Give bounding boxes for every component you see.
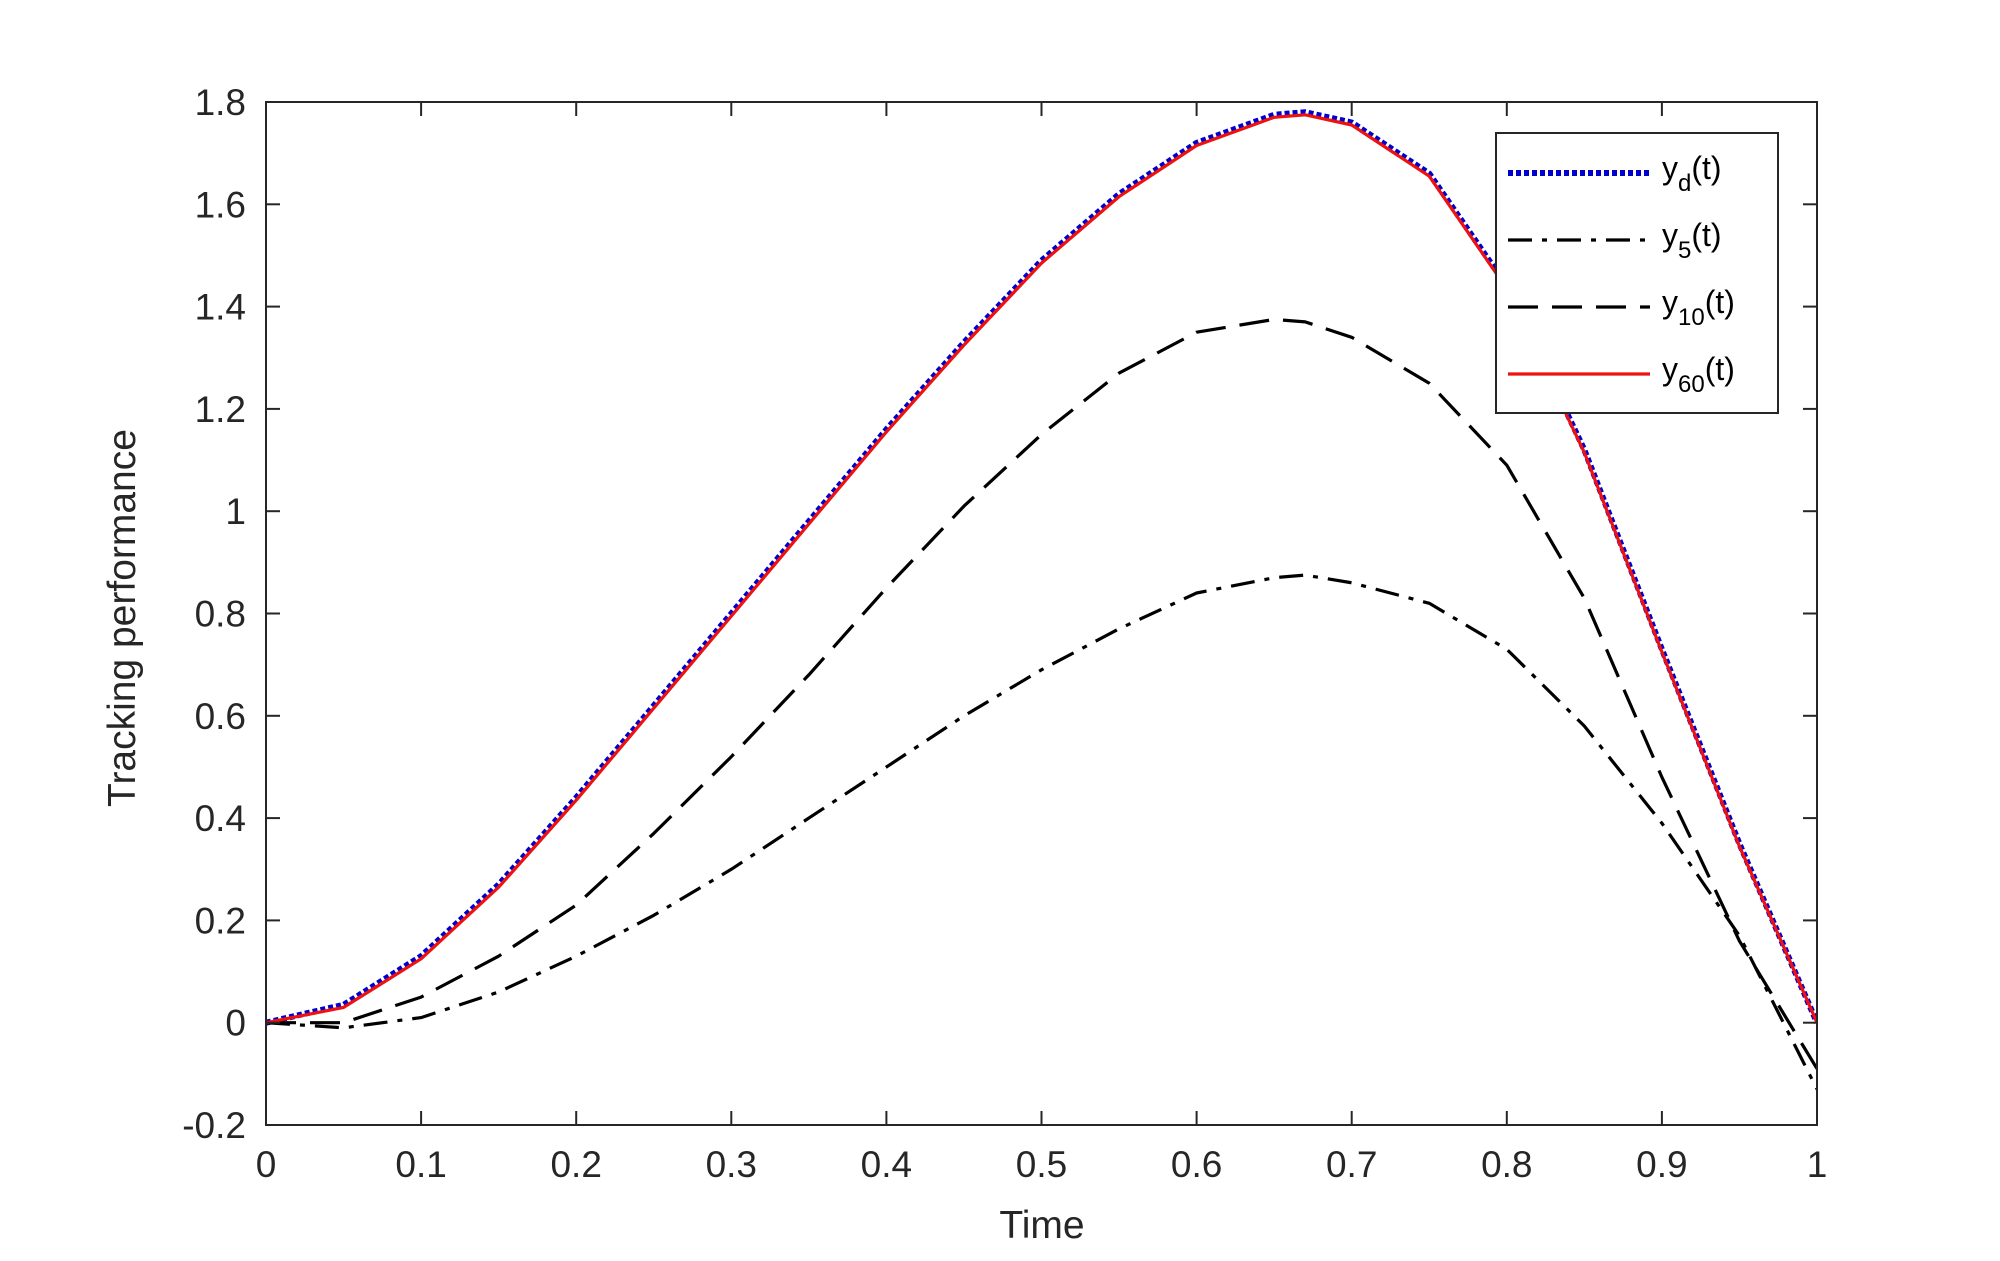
x-tick-label: 0.4	[861, 1144, 912, 1185]
x-tick-label: 0.3	[706, 1144, 757, 1185]
y-tick-label: -0.2	[182, 1105, 246, 1146]
y-tick-label: 0.2	[195, 900, 246, 941]
axes: 0 0.1 0.2 0.3 0.4 0.5 0.6 0.7 0.8 0.9 1-0.200.20.4…	[182, 82, 1827, 1185]
x-tick-label: 0.5	[1016, 1144, 1067, 1185]
x-tick-label: 0.9	[1636, 1144, 1687, 1185]
y-tick-label: 1.6	[195, 184, 246, 225]
legend-box	[1495, 132, 1779, 414]
x-tick-label: 0.7	[1326, 1144, 1377, 1185]
x-tick-label: 1	[1807, 1144, 1828, 1185]
y-tick-label: 1	[225, 491, 246, 532]
y-tick-label: 0	[225, 1003, 246, 1044]
y-tick-label: 1.2	[195, 389, 246, 430]
legend-label: y10(t)	[1662, 284, 1735, 331]
series-line-y5	[266, 573, 1817, 1090]
x-tick-label: 0.2	[550, 1144, 601, 1185]
x-axis-label: Time	[999, 1204, 1084, 1247]
y-tick-label: 0.6	[195, 696, 246, 737]
y-axis-label: Tracking performance	[101, 429, 144, 807]
y-tick-label: 0.4	[195, 798, 246, 839]
x-tick-label: 0.8	[1481, 1144, 1532, 1185]
series-line-y10	[266, 317, 1817, 1070]
legend: yd(t) y5(t) y10(t) y60(t)	[1495, 132, 1779, 414]
legend-label: y60(t)	[1662, 351, 1735, 398]
legend-label: y5(t)	[1662, 217, 1722, 264]
x-tick-label: 0.6	[1171, 1144, 1222, 1185]
legend-label: yd(t)	[1662, 150, 1722, 197]
y-tick-label: 0.8	[195, 594, 246, 635]
x-tick-label: 0.1	[395, 1144, 446, 1185]
y-tick-label: 1.8	[195, 82, 246, 123]
y-tick-label: 1.4	[195, 287, 246, 328]
x-tick-label: 0	[256, 1144, 277, 1185]
